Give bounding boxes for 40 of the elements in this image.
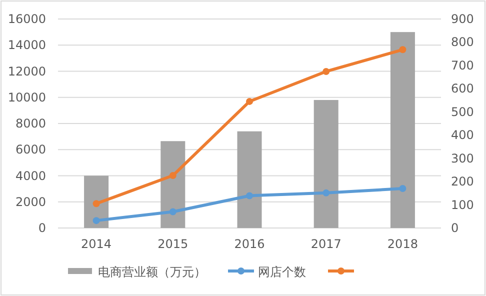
y-tick-label: 8000 — [15, 116, 46, 130]
point — [92, 200, 100, 208]
bar — [160, 141, 186, 228]
point — [169, 208, 176, 216]
point — [399, 185, 406, 192]
y-tick-label: 16000 — [8, 12, 46, 26]
point — [169, 172, 176, 180]
y2-tick-label: 500 — [451, 104, 474, 119]
y2-tick-label: 200 — [451, 174, 474, 189]
y2-tick-label: 600 — [451, 82, 474, 96]
x-tick-label: 2014 — [81, 237, 112, 251]
y-tick-label: 4000 — [15, 168, 46, 183]
legend-label: 电商营业额（万元） — [98, 265, 206, 279]
y-tick-label: 14000 — [8, 38, 46, 52]
y2-tick-label: 700 — [451, 58, 474, 72]
x-tick-label: 2016 — [234, 237, 265, 251]
y-tick-label: 10000 — [8, 90, 46, 104]
y2-tick-label: 800 — [451, 35, 474, 50]
x-tick-label: 2015 — [158, 237, 188, 251]
point — [246, 192, 253, 200]
bar — [390, 32, 415, 228]
y-tick-label: 2000 — [15, 194, 46, 209]
point — [322, 189, 330, 196]
point — [399, 46, 406, 54]
point — [92, 217, 100, 224]
x-tick-label: 2017 — [310, 237, 342, 251]
bar — [237, 131, 262, 228]
bar — [314, 100, 338, 228]
y-tick-label: 12000 — [8, 64, 46, 78]
y2-tick-label: 0 — [451, 221, 459, 235]
y2-tick-label: 300 — [451, 151, 474, 166]
x-tick-label: 2018 — [387, 237, 418, 251]
y2-tick-label: 400 — [451, 128, 474, 142]
legend-label: 网店个数 — [258, 265, 306, 279]
y-tick-label: 0 — [38, 221, 46, 235]
point — [322, 68, 330, 75]
y2-tick-label: 100 — [451, 198, 474, 212]
y2-tick-label: 900 — [451, 12, 474, 26]
y-tick-label: 6000 — [15, 142, 46, 157]
point — [246, 98, 253, 105]
